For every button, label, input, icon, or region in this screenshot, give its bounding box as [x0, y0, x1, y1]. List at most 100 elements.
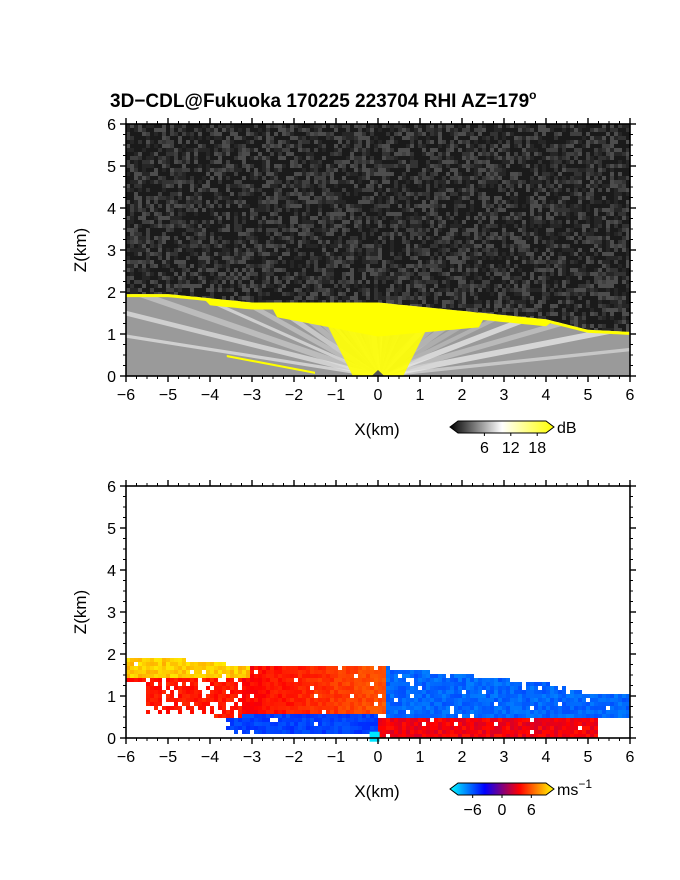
velocity-cells	[370, 666, 374, 670]
x-tick-label: 2	[458, 749, 467, 766]
velocity-cells	[350, 678, 354, 682]
noise-cells	[126, 124, 630, 376]
beam-streak	[126, 294, 379, 376]
velocity-cells	[382, 702, 386, 706]
colorbar-unit: ms−1	[557, 777, 592, 799]
velocity-cells	[154, 678, 338, 714]
y-tick-label: 4	[107, 201, 116, 218]
velocity-cells	[370, 670, 382, 682]
velocity-cells	[342, 674, 346, 694]
velocity-cells	[186, 666, 218, 678]
colorbar-tick-label: 6	[480, 440, 489, 457]
x-tick-label: 2	[458, 387, 467, 404]
beam-streak	[126, 294, 379, 376]
beam-streak	[126, 294, 380, 376]
beam-streak	[126, 294, 379, 376]
velocity-cells	[158, 658, 182, 670]
colorbar-tick-label: 18	[528, 440, 546, 457]
noise-cells	[126, 124, 630, 376]
velocity-cells	[362, 694, 386, 710]
velocity-cells	[374, 686, 382, 714]
velocity-cells	[230, 674, 234, 678]
velocity-cells	[346, 674, 378, 694]
strong-return-band	[126, 294, 630, 337]
velocity-cells	[378, 718, 582, 734]
velocity-cells	[362, 670, 386, 686]
velocity-cells	[146, 666, 330, 714]
x-tick-label: −1	[327, 749, 345, 766]
velocity-cells	[166, 666, 198, 674]
velocity-cells	[150, 666, 330, 710]
velocity-cells	[394, 682, 630, 718]
beam-streak	[377, 294, 630, 376]
origin-mound	[371, 370, 385, 376]
velocity-cells	[226, 714, 342, 730]
x-tick-label: −5	[159, 387, 177, 404]
velocity-cells	[346, 670, 386, 694]
velocity-cells	[178, 670, 182, 674]
x-tick-label: −4	[201, 749, 219, 766]
velocity-cells	[130, 658, 134, 662]
colorbar-tick-label: −6	[464, 802, 482, 819]
velocity-cells	[306, 666, 350, 710]
x-tick-label: 6	[626, 749, 635, 766]
x-tick-label: −6	[117, 387, 135, 404]
x-tick-label: −6	[117, 749, 135, 766]
x-tick-label: −2	[285, 387, 303, 404]
x-tick-label: 3	[500, 387, 509, 404]
colorbar-tick-label: 0	[498, 802, 507, 819]
x-tick-label: 4	[542, 749, 551, 766]
y-tick-label: 2	[107, 647, 116, 664]
x-tick-label: 1	[416, 387, 425, 404]
velocity-cells	[138, 662, 222, 670]
velocity-cells	[402, 718, 550, 738]
velocity-cells	[186, 666, 238, 674]
noise-cells	[126, 124, 630, 376]
y-axis-label: Z(km)	[71, 590, 90, 634]
colorbar-tick-label: 6	[527, 802, 536, 819]
velocity-cells	[326, 666, 374, 690]
x-tick-label: −4	[201, 387, 219, 404]
velocity-cells	[406, 674, 618, 718]
velocity-cells	[226, 726, 230, 730]
velocity-cells	[174, 658, 178, 662]
velocity-cells	[154, 658, 190, 666]
velocity-cells	[154, 662, 226, 674]
velocity-cells	[374, 678, 386, 682]
velocity-cells	[130, 666, 162, 678]
velocity-cells	[182, 670, 406, 726]
velocity-cells	[374, 710, 378, 714]
near-origin-cell	[369, 731, 380, 742]
velocity-cells	[358, 670, 374, 698]
beam-streak	[377, 319, 630, 376]
velocity-cells	[250, 718, 322, 726]
velocity-cells	[182, 670, 186, 674]
velocity-cells	[382, 718, 578, 738]
velocity-cells	[274, 714, 330, 730]
x-tick-label: −3	[243, 749, 261, 766]
y-tick-label: 0	[107, 369, 116, 386]
intensity-colorbar: 6 12 18	[449, 420, 555, 457]
velocity-cells	[150, 678, 310, 706]
velocity-cells	[370, 710, 374, 714]
y-tick-label: 6	[107, 117, 116, 134]
velocity-cells	[210, 666, 214, 670]
velocity-cells	[178, 674, 182, 678]
velocity-cells	[258, 666, 554, 738]
low-strong-streak	[226, 355, 315, 374]
beam-streak	[376, 294, 630, 376]
velocity-cells	[354, 686, 358, 690]
velocity-cells	[358, 686, 366, 710]
velocity-cells	[302, 678, 330, 710]
velocity-cells	[166, 678, 350, 718]
x-tick-label: 1	[416, 749, 425, 766]
velocity-cells	[398, 718, 590, 738]
velocity-cells	[246, 718, 274, 734]
velocity-cells	[410, 718, 598, 734]
velocity-cells	[134, 658, 138, 662]
colorbar-tick-label: 12	[502, 440, 520, 457]
figure-title: 3D−CDL@Fukuoka 170225 223704 RHI AZ=179o	[110, 88, 537, 112]
velocity-cells	[310, 674, 326, 686]
velocity-cells	[366, 682, 378, 710]
velocity-cells	[166, 666, 178, 678]
